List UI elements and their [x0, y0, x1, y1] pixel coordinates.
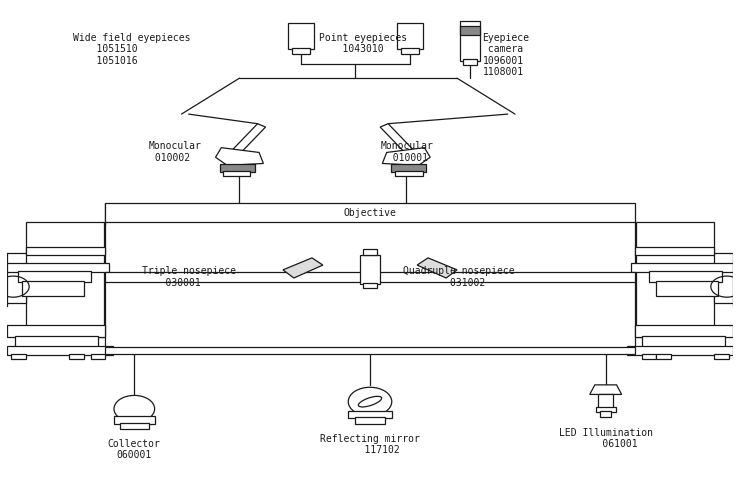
Polygon shape — [232, 124, 266, 154]
Bar — [288, 24, 314, 50]
Bar — [391, 165, 426, 172]
Bar — [25, 247, 105, 256]
Polygon shape — [283, 258, 323, 279]
Text: Wide field eyepieces
    1051510
    1051016: Wide field eyepieces 1051510 1051016 — [73, 33, 190, 66]
Bar — [636, 223, 715, 337]
Bar — [460, 27, 480, 36]
Bar — [599, 395, 613, 409]
Bar — [25, 223, 104, 337]
Bar — [114, 417, 155, 424]
Bar — [105, 273, 635, 282]
Bar — [292, 49, 310, 55]
Text: Eyepiece
 camera
1096001
1108001: Eyepiece camera 1096001 1108001 — [482, 33, 529, 77]
Text: Objective: Objective — [343, 208, 397, 218]
Bar — [656, 281, 718, 297]
Bar — [363, 249, 377, 255]
Bar — [7, 346, 112, 355]
Polygon shape — [380, 124, 414, 154]
Bar — [635, 325, 733, 337]
Bar — [596, 407, 616, 412]
Text: Quadruple nosepiece
        031002: Quadruple nosepiece 031002 — [403, 265, 514, 287]
Bar — [642, 354, 656, 360]
Bar — [15, 336, 98, 347]
Bar — [715, 265, 733, 304]
Bar — [7, 263, 109, 273]
Bar — [360, 255, 380, 285]
Bar — [642, 336, 725, 347]
Bar — [355, 417, 385, 424]
Bar — [105, 203, 635, 223]
Bar — [105, 347, 635, 354]
Bar — [395, 171, 423, 177]
Bar — [460, 21, 480, 62]
Bar — [715, 354, 729, 360]
Bar — [120, 423, 149, 429]
Bar — [22, 281, 84, 297]
Polygon shape — [383, 148, 430, 166]
Bar — [462, 61, 477, 66]
Bar — [223, 171, 250, 177]
Bar — [631, 263, 733, 273]
Bar — [397, 24, 423, 50]
Bar — [401, 49, 419, 55]
Text: LED Illumination
     061001: LED Illumination 061001 — [559, 427, 653, 448]
Polygon shape — [417, 258, 457, 279]
Bar — [18, 272, 91, 282]
Text: Monocular
  010001: Monocular 010001 — [381, 141, 434, 163]
Text: Point eyepieces
    1043010: Point eyepieces 1043010 — [319, 33, 407, 54]
Bar — [656, 354, 671, 360]
Bar — [649, 272, 722, 282]
Text: Collector
060001: Collector 060001 — [108, 438, 161, 459]
Bar — [363, 284, 377, 288]
Bar — [349, 411, 391, 418]
Bar — [91, 354, 105, 360]
Bar — [635, 247, 715, 256]
Bar — [628, 346, 733, 355]
Bar — [7, 325, 105, 337]
Bar — [7, 265, 25, 304]
Bar — [600, 411, 611, 417]
Polygon shape — [215, 148, 263, 166]
Polygon shape — [590, 385, 622, 395]
Bar — [220, 165, 255, 172]
Text: Monocular
 010002: Monocular 010002 — [149, 141, 202, 163]
Text: Reflecting mirror
    117102: Reflecting mirror 117102 — [320, 433, 420, 454]
Bar — [69, 354, 84, 360]
Bar — [11, 354, 25, 360]
Text: Triple nosepiece
    030001: Triple nosepiece 030001 — [141, 265, 235, 287]
